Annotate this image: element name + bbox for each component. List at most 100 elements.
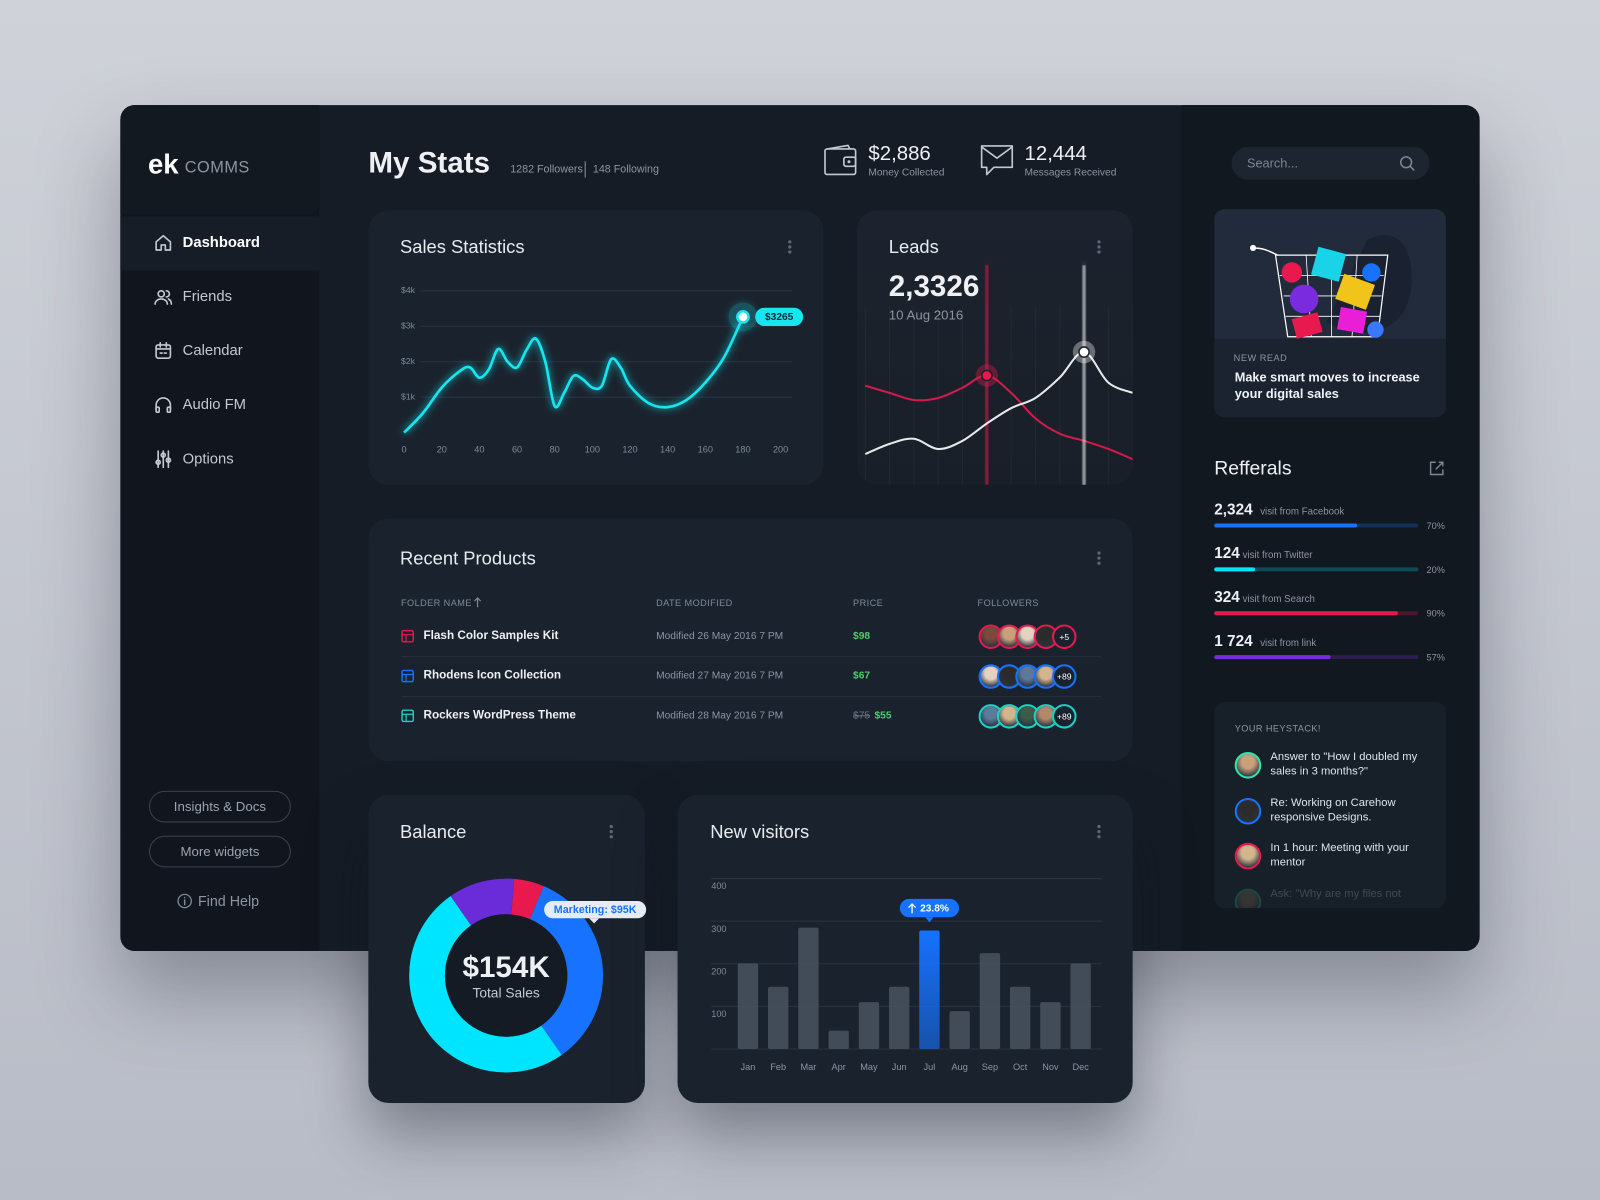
card-menu[interactable] — [1097, 551, 1101, 565]
nav-label: Dashboard — [182, 234, 260, 252]
x-tick-label: Dec — [1072, 1062, 1089, 1072]
x-tick-label: Aug — [952, 1062, 968, 1072]
card-menu[interactable] — [1097, 824, 1101, 839]
decoration — [155, 344, 172, 359]
heystack-item[interactable]: In 1 hour: Meeting with your mentor — [1214, 841, 1446, 882]
nav-icon — [155, 450, 172, 469]
y-tick-label: $1k — [401, 391, 416, 401]
donut-callout — [544, 900, 647, 919]
x-tick-label: 0 — [402, 444, 407, 454]
leads-chart — [864, 265, 1133, 485]
nav-label: Calendar — [182, 342, 243, 360]
card-menu[interactable] — [609, 824, 613, 839]
progress-label: 90% — [1427, 609, 1445, 619]
following: 148 Following — [592, 163, 659, 176]
x-tick-label: 180 — [735, 444, 750, 454]
nav-item[interactable]: Friends — [120, 270, 319, 324]
promo-tag: NEW READ — [1233, 353, 1288, 364]
stat-label: Messages Received — [1024, 167, 1117, 179]
decoration — [177, 893, 192, 909]
x-tick-label: Sep — [982, 1062, 998, 1072]
referral-value: 2,324 — [1214, 501, 1253, 519]
followers-more[interactable]: +89 — [1052, 704, 1077, 729]
decoration — [609, 835, 613, 839]
sidebar-button[interactable]: More widgets — [148, 835, 291, 868]
decoration — [155, 459, 162, 466]
row-divider — [401, 695, 1102, 697]
decoration — [1362, 263, 1381, 282]
promo-card[interactable]: NEW READ Make smart moves to increase yo… — [1214, 209, 1446, 418]
decoration — [788, 240, 792, 244]
decoration — [1097, 829, 1101, 834]
decoration — [1291, 312, 1323, 339]
donut-label: Total Sales — [472, 986, 539, 1001]
bar — [737, 963, 759, 1049]
x-tick-label: 140 — [660, 444, 675, 454]
bar — [919, 930, 940, 1049]
x-tick-label: Jun — [892, 1062, 907, 1072]
progress-bar — [1214, 523, 1358, 528]
nav-item[interactable]: Options — [120, 433, 319, 487]
nav-item[interactable]: Audio FM — [120, 379, 319, 433]
help-link[interactable]: Find Help — [197, 892, 260, 910]
stat-value: 12,444 — [1024, 142, 1087, 166]
nav-icon — [155, 342, 172, 359]
followers-more[interactable]: +5 — [1052, 624, 1077, 649]
heystack-item[interactable]: Answer to "How I doubled my sales in 3 m… — [1214, 750, 1446, 791]
leads-value: 2,3326 — [888, 270, 980, 304]
leads-line — [864, 351, 1133, 456]
file-icon — [401, 629, 414, 643]
decoration — [166, 406, 172, 414]
product-name[interactable]: Rockers WordPress Theme — [423, 709, 576, 722]
logo-text: COMMS — [184, 159, 250, 177]
nav-item[interactable]: Dashboard — [120, 216, 320, 271]
decoration — [827, 144, 851, 150]
heystack-avatar — [1234, 842, 1262, 870]
decoration — [155, 342, 172, 354]
decoration — [474, 597, 482, 608]
decoration — [1429, 461, 1444, 476]
annotation-label: 23.8% — [920, 903, 949, 914]
x-tick-label: 40 — [474, 444, 484, 454]
card-menu[interactable] — [1097, 240, 1101, 254]
y-tick-label: $4k — [401, 285, 416, 295]
decoration — [609, 829, 613, 834]
decoration — [160, 452, 167, 458]
decoration — [843, 156, 857, 168]
progress-bar — [1214, 567, 1256, 572]
progress-bar — [1214, 611, 1398, 616]
decoration — [402, 634, 414, 642]
heystack-item[interactable]: Re: Working on Carehow responsive Design… — [1214, 795, 1446, 836]
nav-icon — [154, 289, 173, 305]
open-icon[interactable] — [1429, 460, 1445, 476]
progress-label: 20% — [1427, 565, 1445, 575]
search-icon[interactable] — [1399, 155, 1415, 171]
heystack-item[interactable]: Ask: "Why are my files not — [1214, 886, 1446, 909]
sidebar-button[interactable]: Insights & Docs — [148, 790, 291, 823]
column-header[interactable]: FOLDER NAME — [401, 597, 472, 609]
followers-more[interactable]: +89 — [1052, 664, 1077, 689]
heystack-text: In 1 hour: Meeting with your mentor — [1270, 841, 1409, 869]
referral-label: visit from Facebook — [1260, 506, 1345, 518]
product-name[interactable]: Flash Color Samples Kit — [423, 629, 559, 642]
old-price: $75 — [853, 710, 871, 722]
product-name[interactable]: Rhodens Icon Collection — [423, 669, 562, 682]
logo-mark: ek — [147, 148, 179, 180]
message-icon — [980, 145, 1014, 176]
card-menu[interactable] — [788, 240, 792, 254]
price: $67 — [853, 670, 871, 682]
visitors-card — [677, 794, 1133, 1104]
annotation-badge — [899, 898, 960, 918]
nav-item[interactable]: Calendar — [120, 324, 319, 378]
promo-text: Make smart moves to increase your digita… — [1234, 370, 1420, 402]
help-icon[interactable] — [177, 893, 193, 909]
column-header: FOLLOWERS — [977, 597, 1039, 609]
donut-hole — [444, 914, 568, 1037]
decoration — [154, 289, 173, 305]
sort-icon[interactable] — [473, 597, 482, 608]
decoration — [155, 406, 160, 414]
referral-value: 324 — [1214, 588, 1240, 607]
search-box[interactable]: Search... — [1231, 146, 1430, 180]
donut-segment — [450, 878, 515, 926]
donut-segment — [511, 878, 544, 920]
